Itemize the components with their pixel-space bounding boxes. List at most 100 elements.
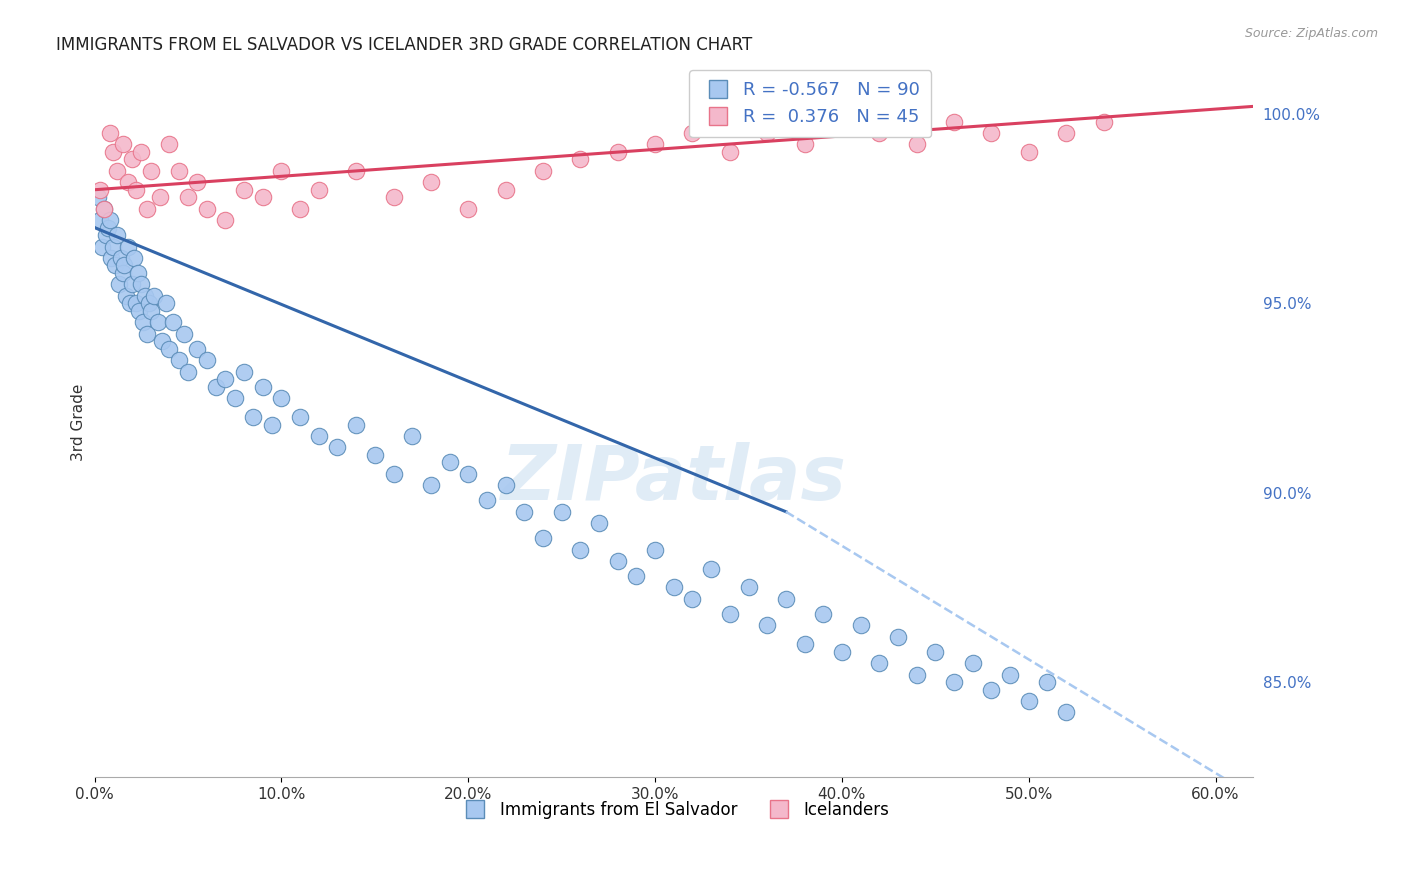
Point xyxy=(205,380,228,394)
Point xyxy=(288,410,311,425)
Point xyxy=(121,277,143,292)
Point xyxy=(344,163,367,178)
Point xyxy=(1018,694,1040,708)
Point xyxy=(868,657,890,671)
Point xyxy=(146,315,169,329)
Point xyxy=(124,296,146,310)
Point xyxy=(122,251,145,265)
Point xyxy=(100,251,122,265)
Point xyxy=(103,239,125,253)
Point xyxy=(117,239,139,253)
Point xyxy=(93,202,115,216)
Point xyxy=(513,505,536,519)
Point xyxy=(382,467,405,481)
Point xyxy=(495,478,517,492)
Point xyxy=(813,607,835,621)
Point xyxy=(177,190,200,204)
Point xyxy=(110,251,132,265)
Point xyxy=(662,581,685,595)
Point xyxy=(1036,675,1059,690)
Point xyxy=(606,554,628,568)
Point xyxy=(252,190,274,204)
Point xyxy=(644,542,666,557)
Point xyxy=(262,417,284,432)
Point xyxy=(132,315,155,329)
Point xyxy=(139,304,162,318)
Point xyxy=(943,114,966,128)
Point xyxy=(531,163,554,178)
Point xyxy=(117,175,139,189)
Point xyxy=(849,618,872,632)
Point xyxy=(93,202,115,216)
Point xyxy=(128,304,150,318)
Point xyxy=(98,126,121,140)
Point xyxy=(87,190,110,204)
Point xyxy=(149,190,172,204)
Point xyxy=(120,296,142,310)
Point xyxy=(177,365,200,379)
Text: Source: ZipAtlas.com: Source: ZipAtlas.com xyxy=(1244,27,1378,40)
Point xyxy=(924,645,946,659)
Point xyxy=(233,183,256,197)
Point xyxy=(288,202,311,216)
Point xyxy=(756,618,779,632)
Point xyxy=(94,228,117,243)
Point xyxy=(1092,114,1115,128)
Point xyxy=(495,183,517,197)
Point xyxy=(224,391,246,405)
Point xyxy=(1018,145,1040,159)
Point xyxy=(105,163,128,178)
Point xyxy=(114,259,136,273)
Point xyxy=(195,353,218,368)
Point xyxy=(831,645,853,659)
Point xyxy=(97,220,120,235)
Point xyxy=(98,213,121,227)
Point xyxy=(111,266,134,280)
Point xyxy=(887,630,910,644)
Point xyxy=(606,145,628,159)
Point xyxy=(756,126,779,140)
Point xyxy=(419,478,441,492)
Point xyxy=(793,637,815,651)
Point xyxy=(214,372,236,386)
Point xyxy=(569,542,592,557)
Point xyxy=(127,266,149,280)
Point xyxy=(831,114,853,128)
Point xyxy=(569,153,592,167)
Point xyxy=(135,202,157,216)
Point xyxy=(111,137,134,152)
Point xyxy=(775,591,797,606)
Text: IMMIGRANTS FROM EL SALVADOR VS ICELANDER 3RD GRADE CORRELATION CHART: IMMIGRANTS FROM EL SALVADOR VS ICELANDER… xyxy=(56,36,752,54)
Point xyxy=(588,516,610,530)
Point xyxy=(475,493,498,508)
Point xyxy=(104,259,127,273)
Point xyxy=(195,202,218,216)
Point xyxy=(233,365,256,379)
Point xyxy=(308,429,330,443)
Point xyxy=(308,183,330,197)
Point xyxy=(167,163,190,178)
Point xyxy=(718,607,741,621)
Point xyxy=(793,137,815,152)
Point xyxy=(129,145,152,159)
Point xyxy=(139,163,162,178)
Point xyxy=(138,296,160,310)
Point xyxy=(980,126,1002,140)
Point xyxy=(89,213,111,227)
Point xyxy=(173,326,195,341)
Point xyxy=(905,667,928,681)
Point xyxy=(531,531,554,545)
Point xyxy=(962,657,984,671)
Point xyxy=(401,429,423,443)
Point xyxy=(103,145,125,159)
Point xyxy=(344,417,367,432)
Point xyxy=(121,153,143,167)
Point xyxy=(167,353,190,368)
Point xyxy=(998,667,1021,681)
Point xyxy=(419,175,441,189)
Point xyxy=(135,326,157,341)
Point xyxy=(129,277,152,292)
Point xyxy=(270,163,292,178)
Point xyxy=(457,467,479,481)
Point xyxy=(700,561,723,575)
